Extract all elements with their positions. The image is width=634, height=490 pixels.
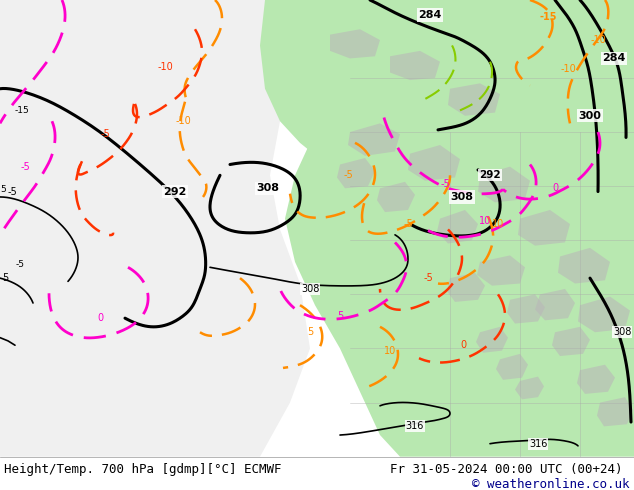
Text: 284: 284	[418, 10, 442, 20]
Text: 5: 5	[2, 273, 8, 283]
Text: Fr 31-05-2024 00:00 UTC (00+24): Fr 31-05-2024 00:00 UTC (00+24)	[390, 464, 623, 476]
Text: -5: -5	[440, 179, 450, 189]
Text: 10: 10	[492, 219, 504, 229]
Text: -5: -5	[423, 273, 433, 283]
Text: 10: 10	[384, 345, 396, 356]
Text: 300: 300	[579, 111, 602, 121]
Text: 10: 10	[479, 216, 491, 226]
Text: 284: 284	[602, 53, 626, 63]
Text: -5: -5	[403, 219, 413, 229]
Text: © weatheronline.co.uk: © weatheronline.co.uk	[472, 478, 630, 490]
Text: -10: -10	[560, 64, 576, 74]
Text: -10: -10	[590, 35, 606, 45]
Text: -5: -5	[15, 260, 25, 269]
Text: 308: 308	[257, 183, 280, 193]
Text: 5: 5	[0, 185, 6, 194]
Text: 316: 316	[406, 421, 424, 431]
Text: 308: 308	[613, 327, 631, 337]
Text: -5: -5	[343, 171, 353, 180]
Text: 0: 0	[97, 313, 103, 323]
Text: Height/Temp. 700 hPa [gdmp][°C] ECMWF: Height/Temp. 700 hPa [gdmp][°C] ECMWF	[4, 464, 281, 476]
Text: 292: 292	[479, 171, 501, 180]
Text: -10: -10	[175, 116, 191, 126]
Text: -5: -5	[7, 187, 17, 196]
Text: 292: 292	[164, 187, 186, 196]
Text: 5: 5	[307, 327, 313, 337]
Text: 308: 308	[451, 192, 474, 202]
Text: 316: 316	[529, 439, 547, 449]
Text: 0: 0	[460, 340, 466, 350]
Text: -5: -5	[20, 162, 30, 172]
Text: 5: 5	[337, 311, 343, 321]
Text: -5: -5	[100, 129, 110, 139]
Text: -10: -10	[157, 62, 173, 72]
Text: 308: 308	[301, 284, 319, 294]
Text: -15: -15	[15, 106, 29, 115]
Text: -15: -15	[540, 12, 557, 23]
Text: 0: 0	[552, 183, 558, 193]
